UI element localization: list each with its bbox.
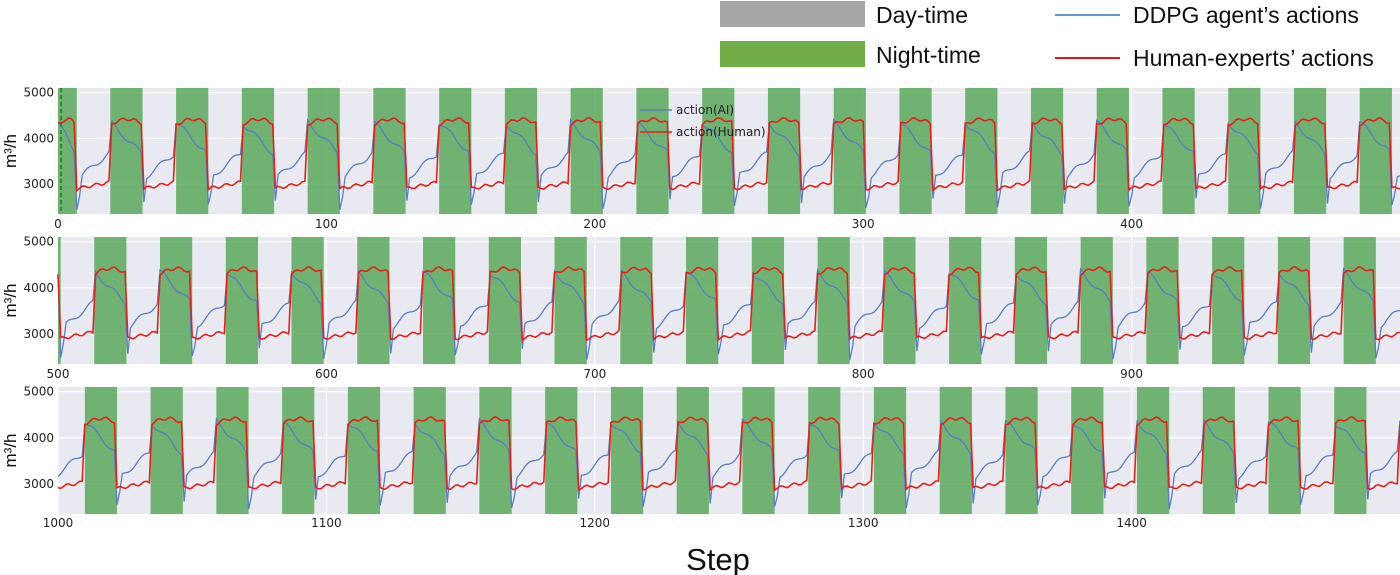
x-tick-label: 100: [315, 217, 338, 231]
x-tick-label: 600: [315, 367, 338, 381]
night-band: [1030, 88, 1064, 214]
series-line-human: [57, 415, 1400, 492]
y-tick-label: 4000: [23, 431, 54, 445]
night-band: [291, 237, 324, 364]
night-band: [1146, 237, 1179, 364]
night-band: [1096, 88, 1129, 214]
night-band: [570, 88, 603, 214]
x-tick-label: 0: [54, 217, 62, 231]
night-band: [899, 88, 932, 214]
panel-1: 3000 4000 5000 500 600 700 800 900 m³/h: [1, 235, 1400, 381]
night-band: [620, 237, 653, 364]
x-tick-label: 1200: [580, 516, 611, 530]
x-tick-label: 1400: [1116, 516, 1147, 530]
night-band: [439, 88, 472, 214]
x-tick-label: 1300: [848, 516, 879, 530]
x-tick-label: 400: [1120, 217, 1143, 231]
night-band: [949, 237, 982, 364]
y-tick-label: 3000: [23, 477, 54, 491]
night-band: [357, 237, 390, 364]
inset-legend-label: action(AI): [676, 103, 734, 117]
night-band: [1293, 88, 1327, 214]
legend-label-2: DDPG agent’s actions: [1133, 2, 1359, 28]
x-tick-label: 1000: [43, 516, 74, 530]
x-tick-label: 800: [852, 367, 875, 381]
night-band: [1228, 88, 1261, 214]
night-band: [676, 387, 709, 514]
night-band: [965, 88, 998, 214]
night-band: [636, 88, 669, 214]
legend-label-0: Day-time: [876, 2, 968, 28]
legend-label-1: Night-time: [876, 42, 981, 68]
legend-patch-0: [720, 1, 865, 27]
inset-legend-label: action(Human): [676, 125, 766, 139]
y-tick-label: 5000: [23, 385, 54, 399]
night-band: [423, 237, 456, 364]
y-axis-label: m³/h: [1, 134, 20, 168]
series-line-ai: [57, 417, 1400, 510]
night-band: [282, 387, 315, 514]
night-band: [808, 387, 841, 514]
top-legend: Day-time Night-time DDPG agent’s actions Hu…: [720, 1, 1374, 71]
panel-2: 3000 4000 5000 1000 1100 1200 1300 1400 m³/h: [1, 385, 1400, 530]
night-band: [94, 237, 127, 364]
night-band: [1080, 237, 1113, 364]
night-band: [873, 387, 907, 514]
night-band: [1014, 237, 1048, 364]
legend-patch-1: [720, 41, 865, 67]
y-tick-label: 4000: [23, 281, 54, 295]
night-band: [1268, 387, 1301, 514]
night-band: [545, 387, 578, 514]
night-band: [1334, 387, 1367, 514]
night-band: [110, 88, 143, 214]
legend-label-3: Human-experts’ actions: [1133, 45, 1374, 71]
y-axis-label: m³/h: [1, 284, 20, 318]
x-axis-label: Step: [686, 542, 750, 575]
night-band: [1162, 88, 1195, 214]
night-band: [751, 237, 785, 364]
y-tick-label: 5000: [23, 235, 54, 249]
inset-legend: action(AI) action(Human): [640, 103, 766, 139]
night-band: [742, 387, 775, 514]
x-tick-label: 200: [583, 217, 606, 231]
night-band: [216, 387, 249, 514]
y-axis-label: m³/h: [1, 434, 20, 468]
series-line-ai: [57, 267, 1400, 360]
night-band: [176, 88, 209, 214]
night-band: [817, 237, 850, 364]
night-band: [225, 237, 258, 364]
night-band: [307, 88, 340, 214]
panel-background: [58, 387, 1400, 514]
x-tick-label: 300: [852, 217, 875, 231]
y-tick-label: 4000: [23, 131, 54, 145]
night-band: [241, 88, 275, 214]
night-band: [479, 387, 512, 514]
night-band: [833, 88, 866, 214]
night-band: [84, 387, 118, 514]
night-band: [686, 237, 719, 364]
y-tick-label: 3000: [23, 327, 54, 341]
night-band: [1359, 88, 1392, 214]
series-line-ai: [57, 117, 1400, 210]
night-band: [610, 387, 644, 514]
night-band: [1202, 387, 1235, 514]
night-band: [373, 88, 406, 214]
night-band: [1343, 237, 1376, 364]
x-tick-label: 700: [583, 367, 606, 381]
y-tick-label: 5000: [23, 86, 54, 100]
night-band: [883, 237, 916, 364]
x-tick-label: 900: [1120, 367, 1143, 381]
y-tick-label: 3000: [23, 177, 54, 191]
series-line-human: [57, 265, 1400, 342]
night-band: [939, 387, 972, 514]
night-band: [1005, 387, 1038, 514]
night-band: [150, 387, 183, 514]
x-tick-label: 500: [47, 367, 70, 381]
night-band: [159, 237, 193, 364]
x-tick-label: 1100: [311, 516, 342, 530]
series-line-human: [57, 116, 1400, 192]
